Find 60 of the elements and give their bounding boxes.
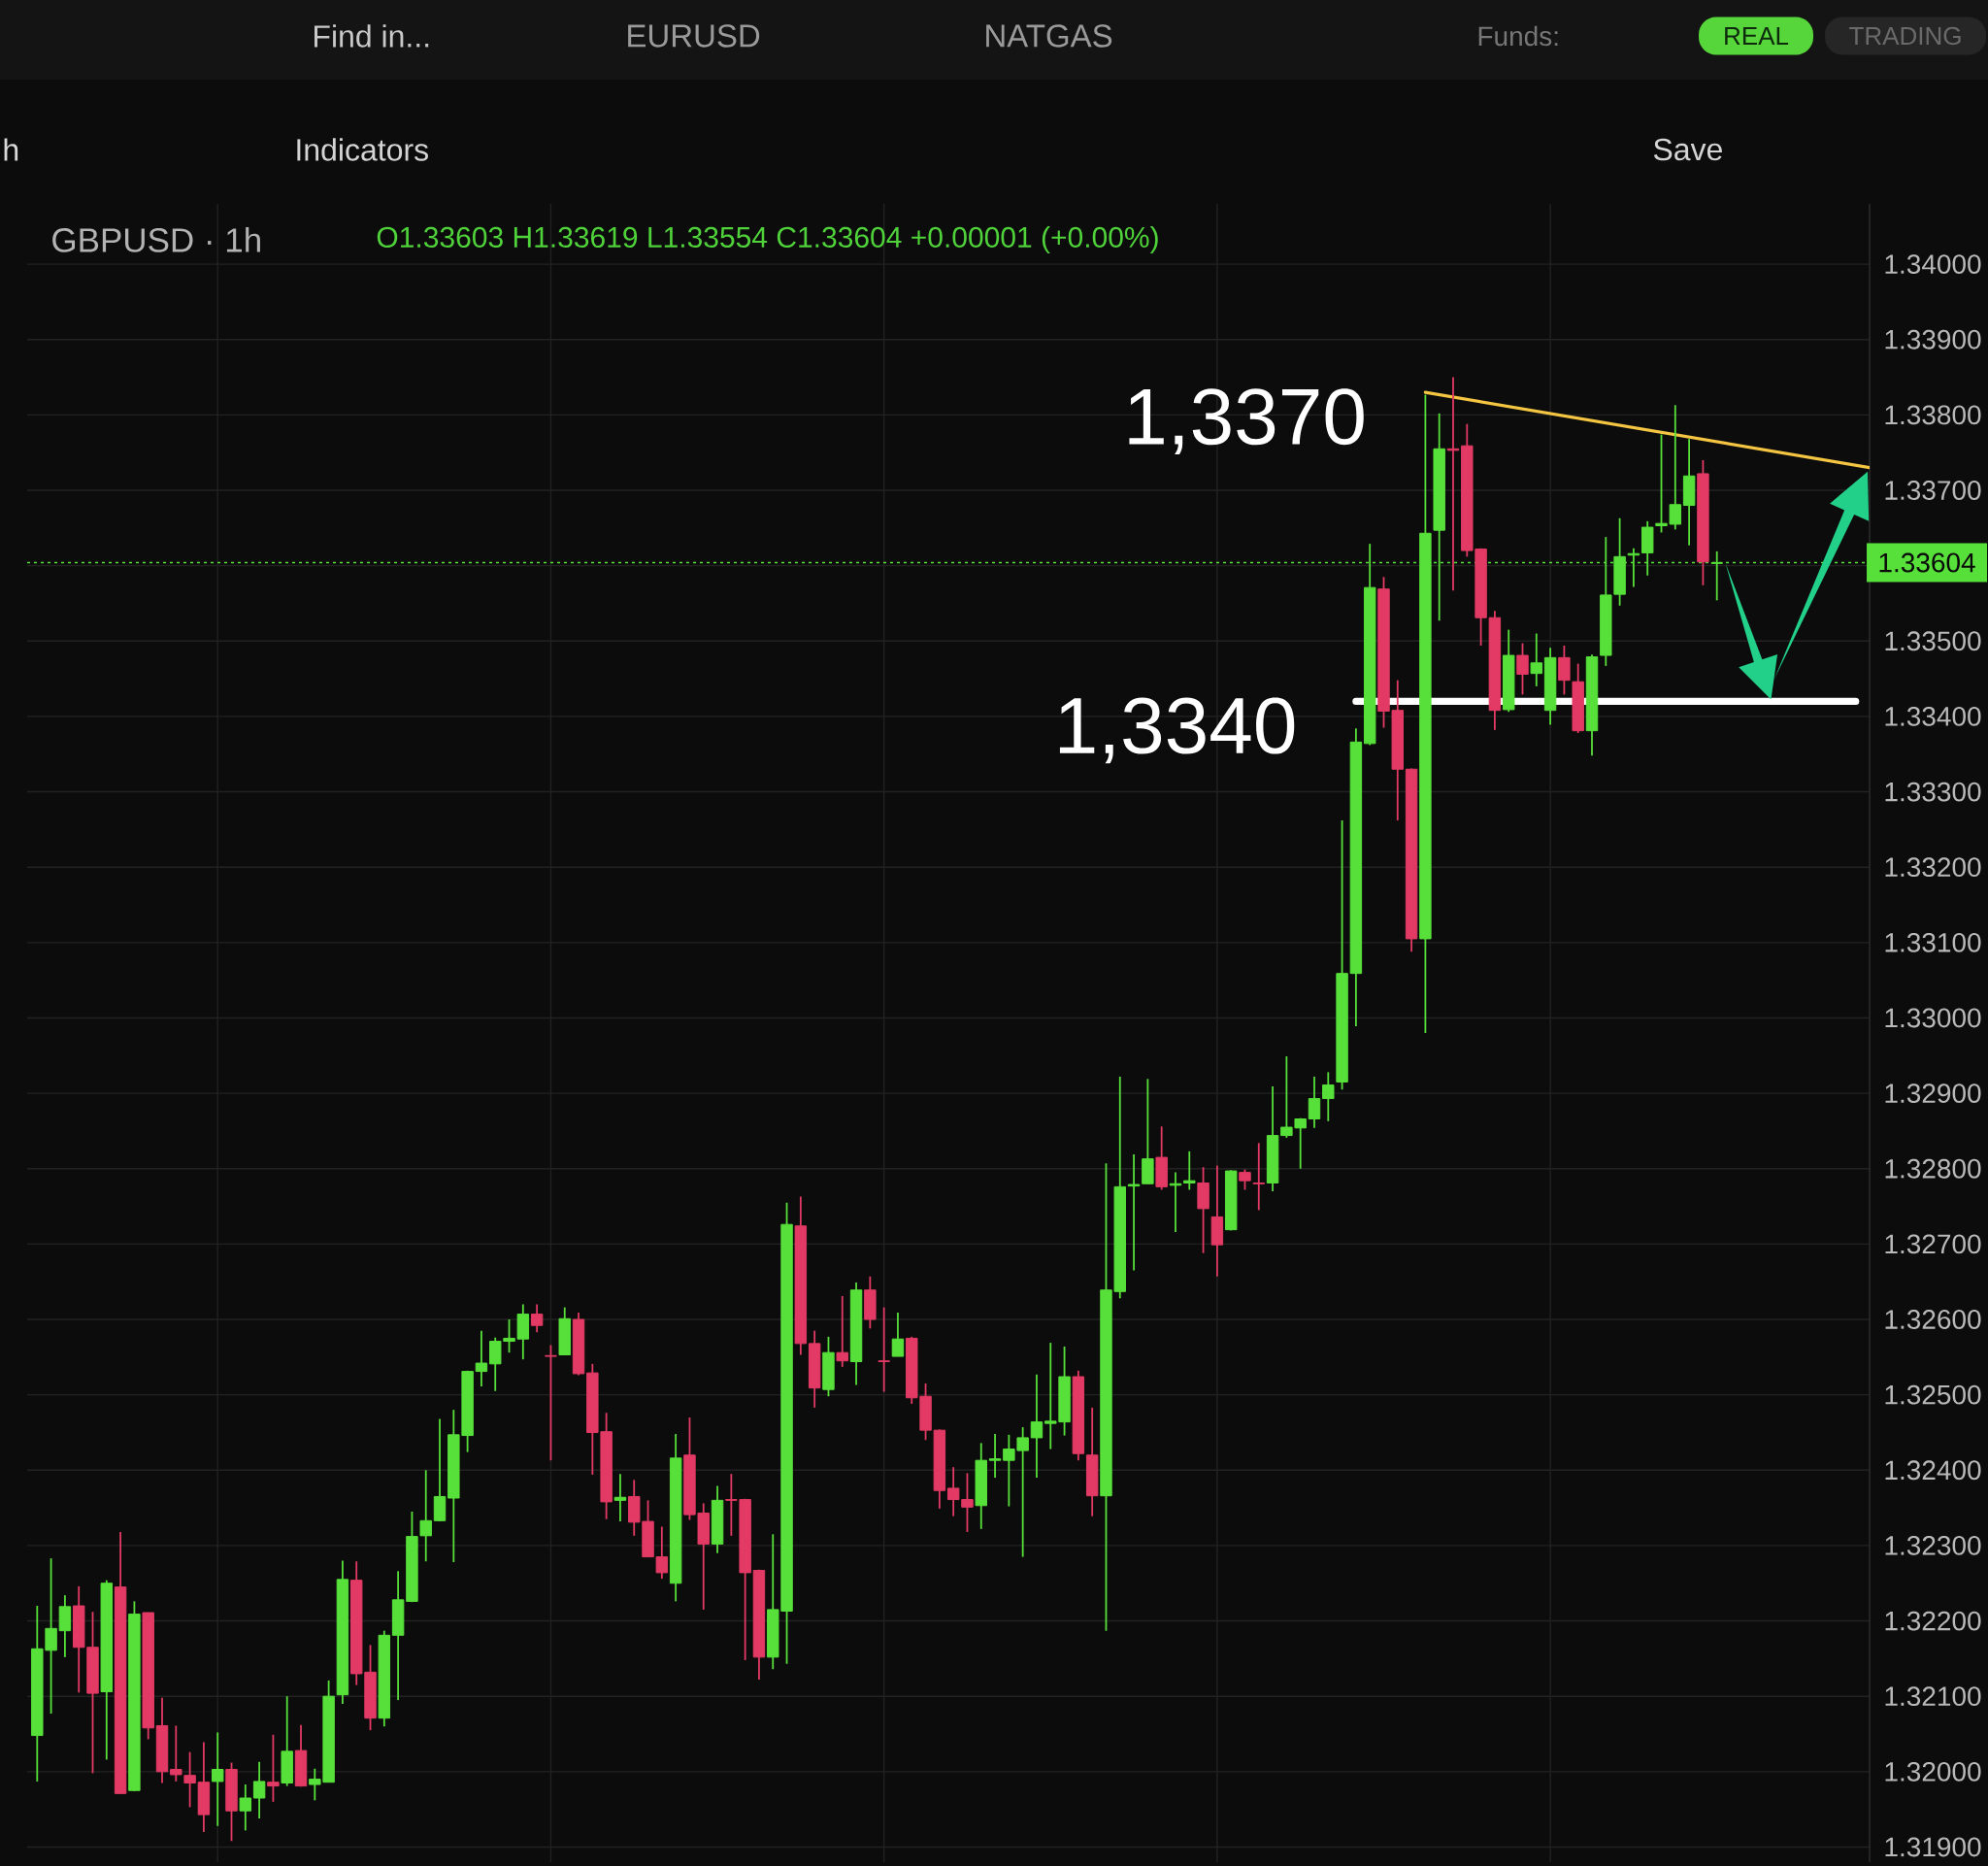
y-tick-label: 1.33200 [1885, 857, 1981, 878]
candlestick [1252, 1142, 1265, 1212]
y-tick-label: 1.32300 [1885, 1536, 1981, 1555]
candlestick [1446, 376, 1460, 592]
y-tick-label: 1.32400 [1885, 1460, 1981, 1481]
candlestick [1322, 1071, 1335, 1122]
y-tick-label: 1.33300 [1885, 782, 1981, 802]
y-tick-label: 1.32800 [1885, 1158, 1981, 1179]
text: TRADING [1849, 26, 1961, 46]
candlestick [891, 1312, 905, 1357]
candlestick [267, 1733, 280, 1803]
y-tick-label: 1.33900 [1885, 329, 1981, 350]
y-tick-label: 1.32100 [1885, 1686, 1981, 1707]
y-tick-label: 1.33400 [1885, 706, 1981, 726]
y-tick-label: 1.33000 [1885, 1008, 1981, 1028]
text: h [4, 138, 18, 161]
text: Funds: [1478, 25, 1558, 47]
candlestick [1239, 1168, 1251, 1191]
candlestick [1530, 632, 1543, 687]
candlestick [836, 1295, 848, 1368]
candlestick [613, 1473, 627, 1522]
text: Save [1653, 138, 1722, 161]
y-tick-label: 1.33100 [1885, 932, 1981, 952]
series-label: 1,3340 [1059, 697, 1295, 764]
text: Find in... [315, 24, 429, 48]
candlestick [988, 1433, 1002, 1479]
candlestick [239, 1783, 252, 1832]
text: GBPUSD · 1h [52, 227, 260, 252]
candlestick [419, 1469, 432, 1563]
text: REAL [1725, 27, 1789, 45]
y-tick-label: 1.33700 [1885, 481, 1981, 500]
candlestick [878, 1306, 890, 1393]
text: NATGAS [986, 24, 1112, 48]
candlestick [1516, 642, 1529, 696]
candlestick [530, 1303, 544, 1334]
y-tick-label: 1.32500 [1885, 1384, 1981, 1405]
candlestick [1710, 550, 1723, 602]
candlestick [1030, 1373, 1044, 1479]
candlestick [545, 1344, 557, 1462]
ref-line-label: 1.33604 [1879, 552, 1975, 573]
y-tick-label: 1.31900 [1885, 1837, 1981, 1857]
candlestick [1127, 1153, 1141, 1272]
y-tick-label: 1.32200 [1885, 1611, 1981, 1631]
candlestick [1558, 645, 1571, 696]
y-tick-label: 1.32600 [1885, 1310, 1981, 1329]
y-tick-label: 1.34000 [1885, 254, 1981, 275]
text: O1.33603 H1.33619 L1.33554 C1.33604 +0.00001 (+0.00%) [377, 225, 1158, 253]
text: EURUSD [628, 24, 760, 48]
candlestick [252, 1760, 266, 1819]
text: Indicators [297, 138, 428, 161]
candlestick [475, 1329, 488, 1388]
y-tick-label: 1.32700 [1885, 1234, 1981, 1254]
y-tick-label: 1.32000 [1885, 1761, 1981, 1782]
candlestick [211, 1731, 224, 1827]
candlestick [1308, 1076, 1321, 1129]
y-tick-label: 1.32900 [1885, 1083, 1981, 1104]
y-tick-label: 1.33800 [1885, 405, 1981, 425]
candlestick [1183, 1150, 1196, 1191]
y-tick-label: 1.33500 [1885, 631, 1981, 651]
series-label: 1,3370 [1129, 388, 1364, 454]
